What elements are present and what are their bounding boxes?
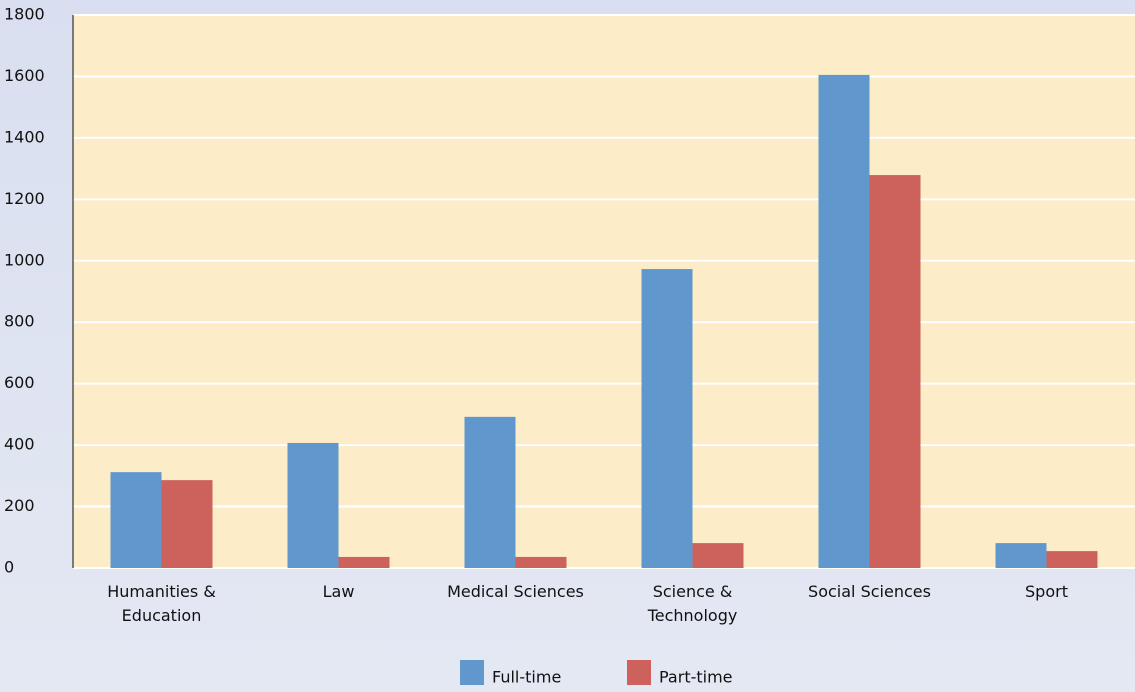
bar — [287, 442, 339, 568]
legend-swatch — [627, 660, 651, 685]
legend-swatch — [460, 660, 484, 685]
y-tick-label: 600 — [4, 373, 35, 392]
plot-area — [73, 15, 1135, 568]
y-tick-label: 200 — [4, 496, 35, 515]
x-tick-label: Social Sciences — [808, 582, 931, 601]
legend-label: Full-time — [492, 668, 561, 687]
y-tick-label: 1200 — [4, 189, 45, 208]
bar — [110, 472, 162, 568]
y-tick-label: 1000 — [4, 250, 45, 269]
bar — [464, 416, 516, 568]
x-tick-label: Humanities & Education — [107, 582, 216, 625]
bar — [1046, 551, 1098, 568]
y-tick-label: 0 — [4, 558, 14, 577]
legend-label: Part-time — [659, 668, 733, 687]
bar — [641, 269, 693, 568]
y-tick-label: 1800 — [4, 5, 45, 24]
bar — [869, 175, 921, 568]
y-tick-label: 1400 — [4, 127, 45, 146]
x-tick-label: Sport — [1025, 582, 1068, 601]
bar — [515, 556, 567, 568]
y-tick-label: 800 — [4, 312, 35, 331]
bar — [692, 543, 744, 568]
x-tick-label: Science & Technology — [647, 582, 738, 625]
y-tick-label: 400 — [4, 435, 35, 454]
bar — [995, 543, 1047, 568]
x-tick-label: Medical Sciences — [447, 582, 584, 601]
y-tick-label: 1600 — [4, 66, 45, 85]
x-tick-label: Law — [323, 582, 355, 601]
bar — [338, 556, 390, 568]
bar — [818, 74, 870, 569]
bar — [161, 480, 213, 568]
